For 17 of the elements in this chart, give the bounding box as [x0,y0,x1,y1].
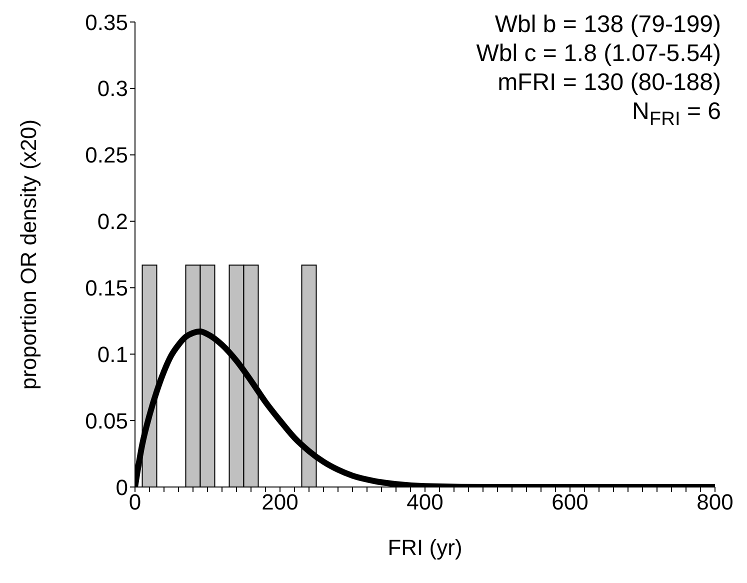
y-tick-label: 0.1 [97,342,128,367]
annotation: mFRI = 130 (80-188) [498,69,721,96]
y-tick-label: 0.25 [85,142,128,168]
y-tick-label: 0.15 [85,276,128,301]
y-tick-label: 0.2 [97,209,128,234]
y-tick-label: 0.3 [97,76,128,102]
x-tick-label: 800 [696,490,734,515]
annotation: Wbl b = 138 (79-199) [494,11,721,38]
x-tick-label: 200 [262,490,298,515]
annotation: Wbl c = 1.8 (1.07-5.54) [476,40,721,67]
x-tick-label: 400 [406,490,444,515]
x-axis-title: FRI (yr) [388,535,462,560]
y-tick-label: 0.35 [85,10,128,35]
y-axis-title: proportion OR density (x20) [16,119,41,390]
x-tick-label: 600 [552,490,588,515]
y-tick-label: 0.05 [85,408,128,434]
annotation: N$_{FRI}$ = 6 [632,98,721,130]
